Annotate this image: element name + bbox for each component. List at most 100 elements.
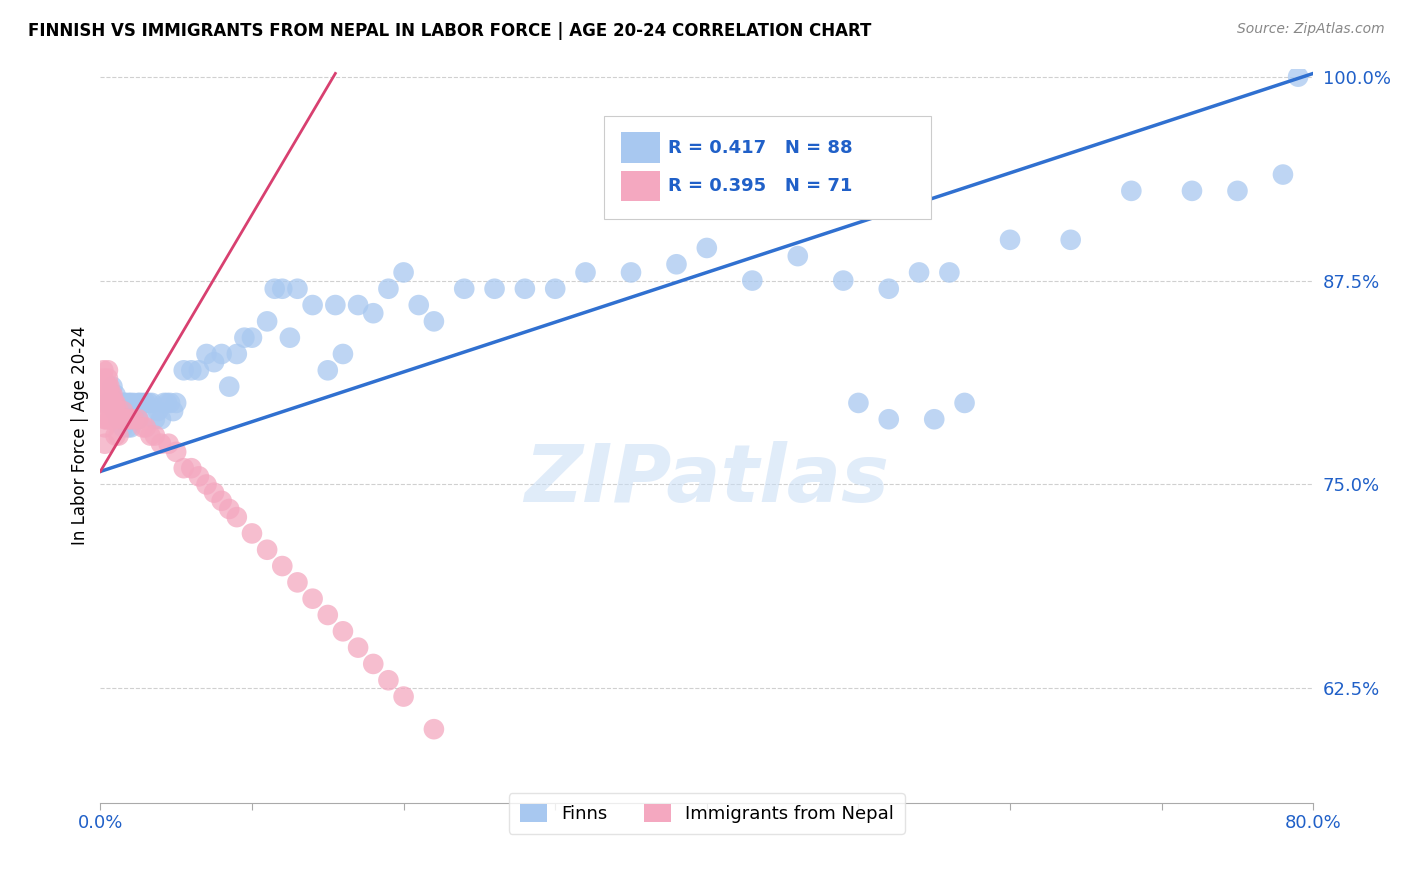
Point	[93, 363, 115, 377]
Point	[202, 485, 225, 500]
Point	[180, 461, 202, 475]
Point	[173, 363, 195, 377]
Point	[998, 233, 1021, 247]
Point	[141, 396, 163, 410]
Point	[96, 388, 118, 402]
Point	[98, 379, 121, 393]
Point	[108, 396, 131, 410]
Point	[180, 363, 202, 377]
Point	[101, 412, 124, 426]
Point	[104, 388, 127, 402]
Point	[107, 404, 129, 418]
Point	[544, 282, 567, 296]
Point	[110, 412, 132, 426]
Point	[218, 379, 240, 393]
Legend: Finns, Immigrants from Nepal: Finns, Immigrants from Nepal	[509, 793, 905, 834]
Point	[225, 347, 247, 361]
Point	[908, 265, 931, 279]
Point	[877, 282, 900, 296]
Point	[392, 265, 415, 279]
Point	[187, 469, 209, 483]
Point	[93, 388, 115, 402]
Point	[122, 396, 145, 410]
Point	[94, 388, 117, 402]
Point	[97, 379, 120, 393]
Point	[256, 314, 278, 328]
Point	[93, 371, 115, 385]
Point	[138, 396, 160, 410]
Point	[211, 493, 233, 508]
FancyBboxPatch shape	[620, 132, 659, 163]
Point	[453, 282, 475, 296]
Point	[143, 412, 166, 426]
Point	[574, 265, 596, 279]
Y-axis label: In Labor Force | Age 20-24: In Labor Force | Age 20-24	[72, 326, 89, 545]
Point	[377, 282, 399, 296]
Point	[1181, 184, 1204, 198]
Point	[786, 249, 808, 263]
Point	[93, 396, 115, 410]
Point	[316, 363, 339, 377]
Text: FINNISH VS IMMIGRANTS FROM NEPAL IN LABOR FORCE | AGE 20-24 CORRELATION CHART: FINNISH VS IMMIGRANTS FROM NEPAL IN LABO…	[28, 22, 872, 40]
Point	[127, 396, 149, 410]
Point	[1226, 184, 1249, 198]
Point	[100, 412, 122, 426]
Point	[135, 396, 157, 410]
Point	[132, 420, 155, 434]
Point	[165, 445, 187, 459]
Point	[953, 396, 976, 410]
Point	[1271, 168, 1294, 182]
Point	[278, 331, 301, 345]
Point	[97, 371, 120, 385]
Point	[423, 314, 446, 328]
Point	[361, 657, 384, 671]
Point	[103, 412, 125, 426]
Point	[218, 502, 240, 516]
Point	[263, 282, 285, 296]
Point	[233, 331, 256, 345]
Point	[202, 355, 225, 369]
Point	[301, 298, 323, 312]
Point	[240, 331, 263, 345]
Point	[195, 477, 218, 491]
Point	[513, 282, 536, 296]
Point	[94, 379, 117, 393]
Point	[1060, 233, 1083, 247]
Text: ZIPatlas: ZIPatlas	[524, 441, 890, 518]
Point	[114, 396, 136, 410]
Point	[104, 396, 127, 410]
Point	[98, 396, 121, 410]
Point	[96, 412, 118, 426]
Point	[94, 412, 117, 426]
Point	[132, 396, 155, 410]
Point	[377, 673, 399, 688]
Point	[423, 722, 446, 736]
Point	[187, 363, 209, 377]
Point	[153, 396, 176, 410]
Text: Source: ZipAtlas.com: Source: ZipAtlas.com	[1237, 22, 1385, 37]
Point	[124, 404, 146, 418]
Point	[120, 412, 142, 426]
Point	[165, 396, 187, 410]
FancyBboxPatch shape	[620, 170, 659, 202]
Point	[120, 396, 142, 410]
Point	[117, 420, 139, 434]
Point	[139, 428, 162, 442]
Point	[118, 396, 141, 410]
Point	[115, 396, 138, 410]
Point	[271, 282, 294, 296]
FancyBboxPatch shape	[603, 116, 931, 219]
Point	[97, 363, 120, 377]
Point	[332, 624, 354, 639]
Point	[877, 412, 900, 426]
Point	[115, 412, 138, 426]
Point	[98, 412, 121, 426]
Point	[96, 379, 118, 393]
Point	[620, 265, 643, 279]
Point	[347, 640, 370, 655]
Point	[741, 274, 763, 288]
Point	[195, 347, 218, 361]
Point	[332, 347, 354, 361]
Point	[117, 404, 139, 418]
Point	[114, 412, 136, 426]
